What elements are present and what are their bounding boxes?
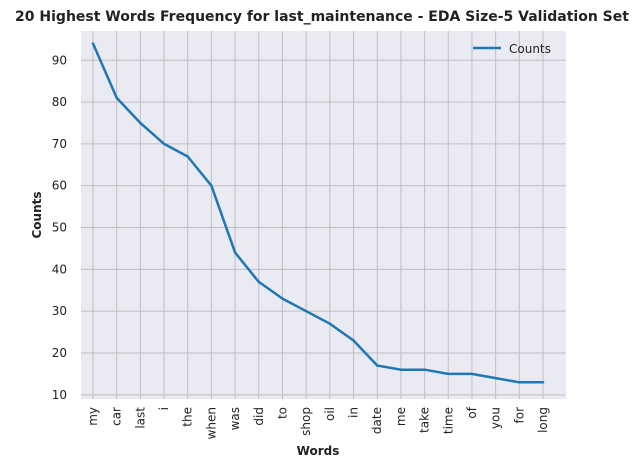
x-tick-label: was (228, 407, 242, 430)
data-point (162, 142, 166, 146)
x-tick-label: did (252, 407, 266, 426)
legend-label: Counts (509, 42, 551, 56)
x-tick-label: the (181, 407, 195, 427)
data-point (541, 381, 545, 384)
x-tick-label: my (86, 407, 100, 426)
series-layer (91, 42, 545, 384)
x-tick-label: in (347, 407, 361, 418)
data-point (281, 297, 284, 300)
data-point (494, 376, 497, 380)
y-tick-label: 30 (52, 304, 67, 318)
x-axis-label: Words (297, 444, 340, 458)
x-tick-label: for (512, 407, 526, 424)
x-tick-label: when (204, 407, 218, 439)
y-tick-labels: 10 20 30 40 50 60 70 80 90 (52, 53, 67, 402)
y-tick-label: 20 (52, 346, 67, 360)
x-tick-label: shop (299, 407, 313, 436)
data-point (186, 155, 189, 158)
series-line (91, 42, 545, 384)
x-tick-label: me (394, 407, 408, 426)
x-tick-label: car (110, 407, 124, 426)
data-point (447, 372, 450, 376)
x-tick-label: you (489, 407, 503, 429)
data-point (376, 364, 379, 367)
x-tick-labels: my car last i the when was did to shop oil in date me… (86, 406, 550, 439)
x-tick-label: i (157, 407, 171, 410)
y-tick-label: 50 (52, 221, 67, 235)
y-tick-label: 90 (52, 53, 67, 67)
data-point (257, 280, 260, 284)
data-point (139, 121, 142, 125)
y-axis-label: Counts (30, 191, 44, 238)
x-tick-label: long (536, 407, 550, 433)
data-point (210, 184, 213, 187)
y-tick-label: 70 (52, 137, 67, 151)
grid-lines (81, 31, 566, 399)
data-point (328, 322, 332, 325)
data-point (423, 368, 426, 371)
data-point (399, 368, 403, 371)
x-tick-label: time (441, 407, 455, 434)
x-tick-label: of (465, 406, 479, 418)
y-tick-label: 40 (52, 262, 67, 276)
x-tick-label: to (275, 407, 289, 419)
x-tick-label: oil (323, 407, 337, 421)
x-tick-label: take (418, 407, 432, 433)
x-tick-label: last (133, 407, 147, 429)
x-tick-label: date (370, 407, 384, 434)
data-point (91, 42, 95, 45)
chart-title: 20 Highest Words Frequency for last_main… (15, 9, 629, 25)
legend: Counts (473, 42, 551, 56)
data-point (518, 381, 521, 384)
data-point (304, 309, 308, 313)
data-point (115, 96, 118, 100)
data-point (233, 251, 237, 254)
y-tick-label: 80 (52, 95, 67, 109)
data-point (470, 372, 474, 376)
data-point (352, 339, 355, 342)
plot-area (81, 31, 566, 399)
y-tick-label: 10 (52, 388, 67, 402)
y-tick-label: 60 (52, 179, 67, 193)
